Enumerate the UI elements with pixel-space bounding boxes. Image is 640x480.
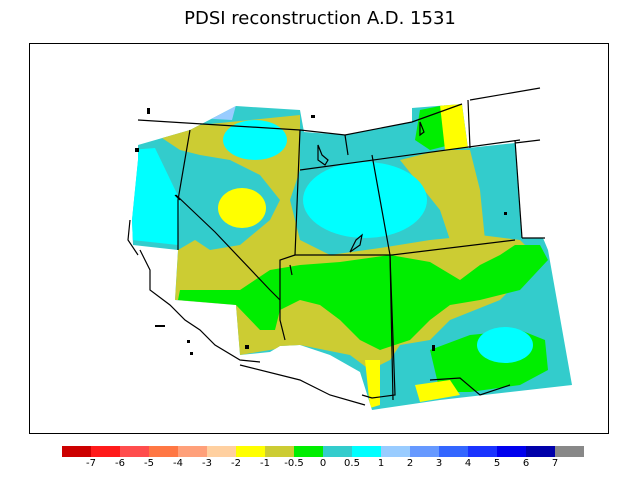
- region-yellow-nevada: [218, 188, 266, 228]
- legend-swatch: [497, 446, 526, 457]
- region-cyan-north: [223, 120, 287, 160]
- legend-tick-labels: -7 -6 -5 -4 -3 -2 -1 -0.5 0 0.5 1 2 3 4 5 6 7: [0, 458, 640, 474]
- legend-swatch: [149, 446, 178, 457]
- legend-swatch: [381, 446, 410, 457]
- legend-tick-label: -6: [115, 458, 125, 469]
- legend-tick-label: -5: [144, 458, 154, 469]
- legend-swatch: [178, 446, 207, 457]
- legend-tick-label: -2: [231, 458, 241, 469]
- legend-swatch: [91, 446, 120, 457]
- region-lightblue: [196, 105, 236, 120]
- region-yellow-south: [365, 360, 380, 408]
- legend-tick-label: 0: [319, 458, 327, 469]
- region-olive-ne: [400, 150, 485, 240]
- legend-tick-label: 6: [522, 458, 530, 469]
- legend-swatch: [352, 446, 381, 457]
- legend-swatch: [526, 446, 555, 457]
- legend-swatch: [207, 446, 236, 457]
- legend-swatch: [555, 446, 584, 457]
- legend-swatch: [62, 446, 91, 457]
- state-boundaries: [127, 87, 545, 406]
- legend-tick-label: 4: [464, 458, 472, 469]
- region-cyan-se: [477, 327, 533, 363]
- legend-swatch: [120, 446, 149, 457]
- legend-tick-label: -1: [260, 458, 270, 469]
- legend-swatch: [410, 446, 439, 457]
- region-green: [178, 245, 548, 350]
- color-legend: [62, 446, 584, 457]
- legend-tick-label: -0.5: [284, 458, 304, 469]
- legend-swatch: [294, 446, 323, 457]
- legend-swatch: [323, 446, 352, 457]
- legend-swatch: [439, 446, 468, 457]
- legend-tick-label: -3: [202, 458, 212, 469]
- legend-tick-label: 1: [377, 458, 385, 469]
- legend-swatch: [265, 446, 294, 457]
- region-yellow-north: [440, 104, 468, 150]
- legend-tick-label: -4: [173, 458, 183, 469]
- legend-tick-label: 2: [406, 458, 414, 469]
- legend-tick-label: 3: [435, 458, 443, 469]
- legend-swatch: [236, 446, 265, 457]
- lakes: [174, 121, 425, 276]
- region-yellow-south-2: [415, 380, 460, 402]
- region-cyan-center: [303, 162, 427, 238]
- region-cyan-west: [132, 148, 180, 245]
- legend-swatch: [468, 446, 497, 457]
- legend-tick-label: 7: [551, 458, 559, 469]
- map-title: PDSI reconstruction A.D. 1531: [184, 8, 456, 29]
- legend-tick-label: -7: [86, 458, 96, 469]
- legend-tick-label: 5: [493, 458, 501, 469]
- legend-tick-label: 0.5: [344, 458, 360, 469]
- coastline-marks: [135, 108, 507, 355]
